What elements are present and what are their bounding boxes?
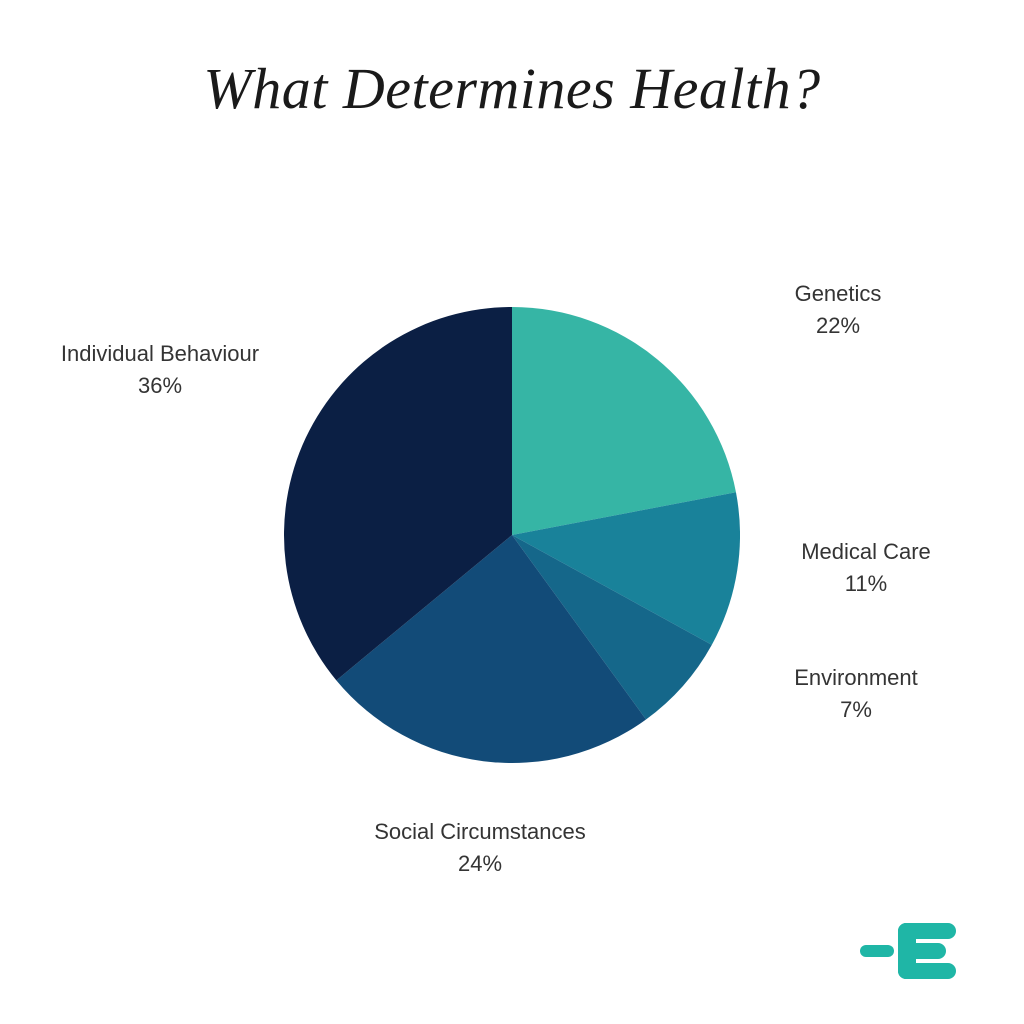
slice-label-name: Genetics [698,278,978,310]
slice-label-name: Environment [716,662,996,694]
brand-logo-icon [860,921,960,979]
slice-label-social-circumstances: Social Circumstances 24% [340,816,620,880]
brand-logo-svg [860,921,960,979]
slice-label-pct: 22% [698,310,978,342]
page-title: What Determines Health? [0,55,1024,122]
slice-label-environment: Environment 7% [716,662,996,726]
slice-label-name: Social Circumstances [340,816,620,848]
slice-label-name: Medical Care [726,536,1006,568]
slice-label-pct: 7% [716,694,996,726]
pie-chart [284,307,740,768]
slice-label-name: Individual Behaviour [20,338,300,370]
slice-label-individual-behaviour: Individual Behaviour 36% [20,338,300,402]
slice-label-pct: 24% [340,848,620,880]
slice-label-medical-care: Medical Care 11% [726,536,1006,600]
slice-label-genetics: Genetics 22% [698,278,978,342]
pie-chart-svg [284,307,740,763]
slice-label-pct: 36% [20,370,300,402]
slice-label-pct: 11% [726,568,1006,600]
infographic-canvas: What Determines Health? Genetics 22% Med… [0,0,1024,1024]
